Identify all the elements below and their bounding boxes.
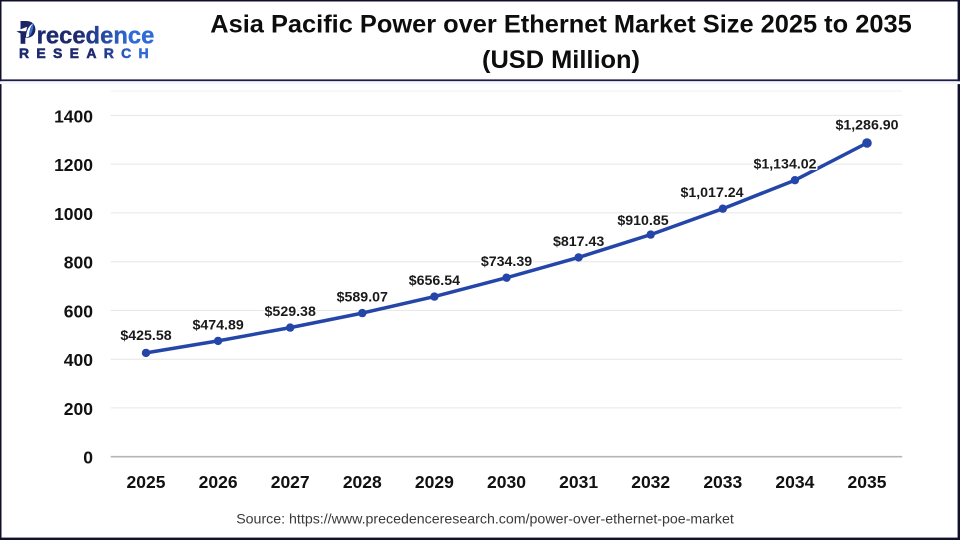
svg-text:$425.58: $425.58 — [120, 328, 171, 344]
svg-text:(USD Million): (USD Million) — [482, 46, 640, 74]
svg-text:2025: 2025 — [127, 472, 166, 492]
svg-text:$734.39: $734.39 — [481, 254, 532, 270]
svg-text:2035: 2035 — [848, 472, 887, 492]
svg-text:2033: 2033 — [703, 472, 742, 492]
svg-text:1400: 1400 — [54, 106, 93, 126]
svg-text:2029: 2029 — [415, 472, 454, 492]
svg-text:1200: 1200 — [54, 155, 93, 175]
svg-text:400: 400 — [64, 350, 93, 370]
svg-text:2034: 2034 — [775, 472, 814, 492]
svg-text:$910.85: $910.85 — [617, 213, 668, 229]
svg-text:600: 600 — [64, 301, 93, 321]
svg-text:$474.89: $474.89 — [192, 317, 243, 333]
svg-text:$656.54: $656.54 — [409, 273, 460, 289]
svg-text:0: 0 — [83, 448, 93, 468]
svg-text:$817.43: $817.43 — [553, 234, 604, 250]
svg-text:$529.38: $529.38 — [265, 304, 316, 320]
svg-text:$1,134.02: $1,134.02 — [753, 157, 816, 173]
svg-text:RESEARCH: RESEARCH — [19, 45, 156, 61]
svg-text:2028: 2028 — [343, 472, 382, 492]
svg-text:2027: 2027 — [271, 472, 310, 492]
svg-text:2026: 2026 — [199, 472, 238, 492]
svg-text:$1,286.90: $1,286.90 — [835, 118, 898, 134]
svg-text:Asia Pacific Power over Ethern: Asia Pacific Power over Ethernet Market … — [210, 11, 911, 39]
svg-text:$1,017.24: $1,017.24 — [680, 185, 743, 201]
svg-text:2032: 2032 — [631, 472, 670, 492]
svg-text:$589.07: $589.07 — [337, 290, 388, 306]
svg-text:200: 200 — [64, 399, 93, 419]
svg-text:1000: 1000 — [54, 204, 93, 224]
svg-text:800: 800 — [64, 253, 93, 273]
svg-text:2030: 2030 — [487, 472, 526, 492]
svg-text:recedence: recedence — [37, 23, 155, 50]
svg-text:2031: 2031 — [559, 472, 598, 492]
svg-text:Source: https://www.precedence: Source: https://www.precedenceresearch.c… — [236, 512, 734, 528]
